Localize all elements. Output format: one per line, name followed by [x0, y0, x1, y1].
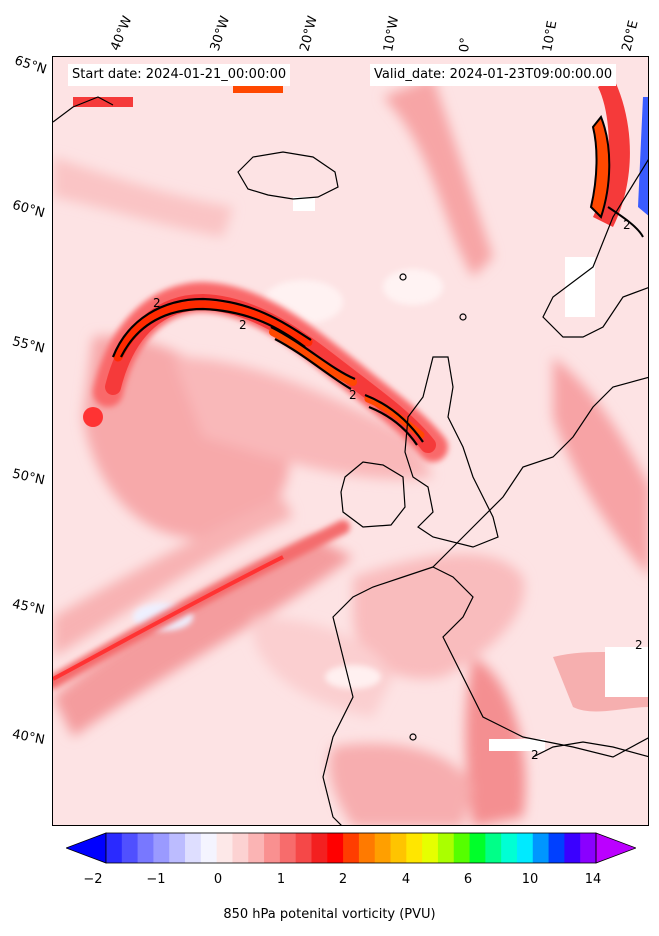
- white-patch: [489, 739, 545, 751]
- colorbar-swatch: [548, 833, 565, 863]
- contour-label: 2: [635, 638, 643, 652]
- lon-label-0: 0°: [457, 36, 474, 53]
- colorbar-swatch: [311, 833, 328, 863]
- coastlines: [53, 96, 648, 825]
- lon-label-20w: 20°W: [297, 14, 321, 53]
- colorbar-swatch: [279, 833, 297, 863]
- colorbar-swatch: [327, 833, 344, 863]
- colorbar-swatch: [485, 833, 502, 863]
- lon-label-10w: 10°W: [381, 15, 403, 54]
- colorbar-tick: 4: [401, 872, 411, 887]
- lon-label-20e: 20°E: [619, 19, 642, 53]
- colorbar-swatch: [121, 833, 139, 863]
- norway-pv: [589, 77, 648, 238]
- start-date-label: Start date: 2024-01-21_00:00:00: [68, 64, 291, 86]
- contour-label: 2: [531, 748, 539, 762]
- contour-label: 2: [153, 296, 161, 310]
- white-patch: [565, 257, 595, 317]
- colorbar-swatch: [169, 833, 186, 863]
- colorbar-swatch: [295, 833, 312, 863]
- colorbar-swatch: [580, 833, 597, 863]
- colorbar-swatch: [264, 833, 281, 863]
- colorbar-extend-low: [66, 832, 107, 864]
- lat-label-60n: 60°N: [10, 197, 47, 222]
- colorbar-tick: −1: [146, 872, 166, 887]
- colorbar-swatch: [106, 833, 123, 863]
- colorbar-tick: 0: [213, 872, 223, 887]
- colorbar-swatch: [453, 833, 471, 863]
- lat-label-55n: 55°N: [10, 334, 47, 357]
- contour-label: 2: [349, 388, 357, 402]
- valid-date-label: Valid_date: 2024-01-23T09:00:00.00: [370, 64, 617, 86]
- colorbar: [66, 832, 636, 864]
- white-patch: [293, 197, 315, 211]
- colorbar-swatch: [358, 833, 376, 863]
- colorbar-swatch: [501, 833, 518, 863]
- colorbar-tick: 10: [521, 872, 539, 887]
- colorbar-label: 850 hPa potenital vorticity (PVU): [223, 907, 436, 922]
- colorbar-swatch: [564, 833, 581, 863]
- colorbar-swatch: [516, 833, 534, 863]
- colorbar-swatch: [248, 833, 265, 863]
- white-patch: [605, 647, 648, 697]
- pv-top-mid: [233, 85, 283, 93]
- colorbar-swatch: [216, 833, 233, 863]
- lat-label-65n: 65°N: [12, 53, 49, 78]
- lat-label-45n: 45°N: [10, 596, 46, 619]
- colorbar-swatch: [406, 833, 423, 863]
- colorbar-tick: −2: [83, 872, 103, 887]
- colorbar-swatch: [374, 833, 392, 863]
- colorbar-extend-high: [595, 832, 636, 864]
- colorbar-tick: 2: [338, 872, 348, 887]
- colorbar-tick: 1: [276, 872, 286, 887]
- pv-top-left: [73, 97, 133, 107]
- lat-label-40n: 40°N: [10, 727, 46, 748]
- colorbar-swatch: [437, 833, 455, 863]
- colorbar-swatch: [137, 833, 154, 863]
- colorbar-swatch: [153, 833, 170, 863]
- map-panel: 2 2 2 2 2 2: [52, 56, 649, 826]
- lat-label-50n: 50°N: [10, 466, 47, 489]
- pv-filament: [93, 281, 448, 462]
- lon-label-30w: 30°W: [207, 14, 234, 53]
- pv-field-map: 2 2 2 2 2 2: [53, 57, 648, 825]
- colorbar-swatch: [343, 833, 360, 863]
- colorbar-swatch: [422, 833, 439, 863]
- lon-label-10e: 10°E: [540, 19, 561, 54]
- colorbar-swatch: [532, 833, 550, 863]
- colorbar-swatch: [200, 833, 218, 863]
- colorbar-swatch: [390, 833, 407, 863]
- sw-filament-core: [53, 555, 284, 681]
- colorbar-swatch: [185, 833, 202, 863]
- colorbar-tick: 14: [584, 872, 602, 887]
- contour-label: 2: [623, 218, 631, 232]
- colorbar-swatch: [469, 833, 486, 863]
- lon-label-40w: 40°W: [108, 14, 136, 53]
- pv-blob: [83, 407, 103, 427]
- contour-label: 2: [239, 318, 247, 332]
- colorbar-outline: [105, 832, 597, 864]
- colorbar-swatch: [232, 833, 249, 863]
- colorbar-tick: 6: [463, 872, 473, 887]
